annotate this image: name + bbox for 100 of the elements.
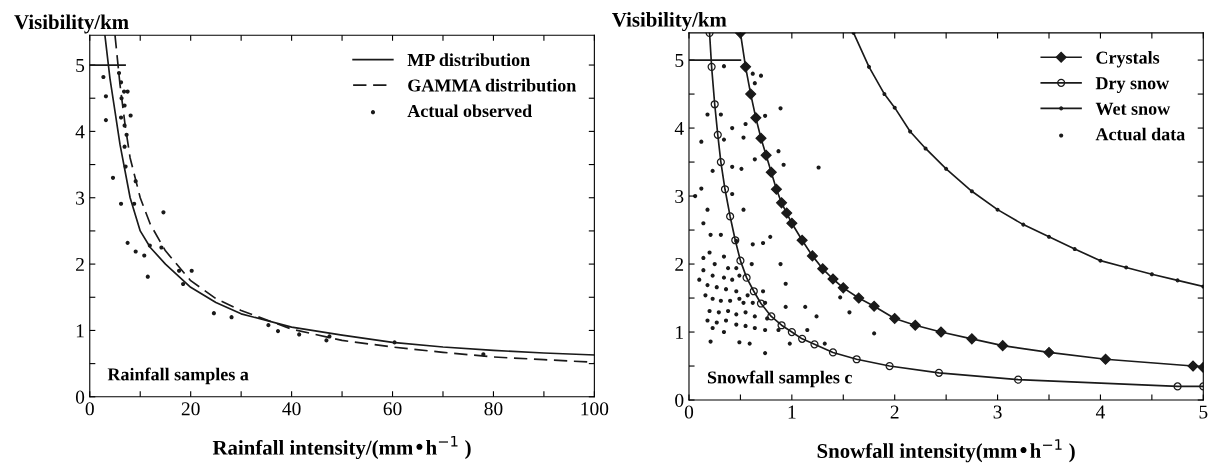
point	[944, 166, 949, 171]
point	[828, 348, 838, 357]
x-tick-label: 5	[1199, 405, 1208, 419]
x-tick-label: 0	[684, 405, 694, 419]
point	[118, 115, 124, 120]
x-tick-label: 4	[1095, 405, 1105, 419]
point	[995, 207, 1000, 212]
point	[796, 234, 808, 246]
line-series	[851, 32, 1204, 289]
point	[908, 129, 913, 134]
point	[997, 340, 1009, 352]
y-tick-label: 3	[675, 189, 684, 203]
y-tick-label: 0	[675, 393, 684, 407]
point	[1175, 278, 1180, 283]
point	[1100, 353, 1112, 365]
y-tick-label: 2	[76, 257, 84, 271]
point	[118, 201, 124, 206]
annotation: Rainfall samples a	[107, 367, 249, 385]
legend-label: Actual observed	[407, 104, 532, 118]
point	[798, 334, 807, 343]
x-tick-label: 100	[581, 402, 609, 416]
y-tick-label: 2	[675, 257, 684, 271]
point	[827, 273, 839, 285]
x-tick-label: 60	[383, 402, 402, 416]
point	[726, 212, 735, 221]
point	[806, 250, 818, 262]
point	[1014, 375, 1023, 384]
point	[740, 61, 752, 73]
y-tick-label: 1	[76, 324, 84, 338]
y-tick-label: 4	[674, 122, 684, 135]
point	[760, 149, 772, 161]
point	[125, 240, 130, 245]
point	[181, 281, 186, 287]
x-axis-title: Rainfall intensity/(mm•h$^{−1}$ )	[212, 435, 471, 460]
point	[781, 207, 793, 219]
point	[1124, 265, 1129, 270]
point	[1046, 234, 1052, 239]
point	[750, 112, 762, 124]
point	[810, 340, 819, 349]
point	[756, 299, 766, 308]
point	[713, 130, 722, 139]
legend-label: MP distribution	[407, 53, 530, 67]
legend-label: Dry snow	[1095, 77, 1170, 94]
point	[837, 282, 849, 294]
point	[755, 132, 767, 144]
point	[966, 333, 978, 345]
point	[742, 273, 751, 282]
point	[266, 323, 271, 328]
point	[935, 326, 947, 338]
x-tick-label: 40	[282, 402, 301, 416]
point	[189, 268, 194, 273]
point	[1021, 222, 1026, 227]
point	[121, 89, 127, 94]
y-tick-label: 3	[76, 191, 85, 205]
legend-label: Crystals	[1096, 51, 1160, 68]
legend-label: GAMMA distribution	[408, 78, 577, 92]
point	[145, 274, 150, 279]
point	[909, 319, 921, 331]
point	[868, 300, 880, 312]
y-tick-label: 0	[75, 390, 85, 404]
x-tick-label: 2	[890, 405, 899, 419]
point	[892, 105, 897, 110]
x-tick-label: 0	[85, 402, 94, 416]
point	[749, 287, 758, 296]
point	[720, 185, 730, 194]
point	[866, 64, 872, 69]
point	[110, 175, 116, 180]
x-tick-label: 3	[993, 405, 1002, 419]
point	[297, 332, 302, 337]
point	[1173, 382, 1182, 391]
legend-label: Wet snow	[1095, 102, 1171, 115]
point	[885, 361, 894, 371]
point	[817, 263, 829, 275]
point	[1043, 346, 1055, 358]
point	[710, 100, 719, 109]
point	[275, 329, 281, 334]
point	[777, 321, 786, 330]
point	[770, 183, 782, 195]
y-axis-title: Visibility/km	[14, 14, 129, 34]
point	[765, 166, 777, 178]
point	[229, 315, 234, 320]
point	[934, 368, 944, 377]
point	[776, 197, 788, 209]
point	[889, 312, 901, 324]
point	[101, 74, 106, 80]
point	[1187, 360, 1199, 372]
x-tick-label: 80	[484, 402, 503, 416]
y-tick-label: 5	[675, 54, 684, 68]
point	[716, 157, 725, 167]
point	[1072, 247, 1077, 252]
point	[969, 189, 974, 194]
point	[736, 256, 745, 265]
point	[176, 268, 182, 273]
annotation: Snowfall samples c	[707, 370, 852, 388]
point	[882, 92, 887, 97]
point	[745, 88, 757, 100]
point	[787, 327, 796, 337]
point	[1149, 272, 1154, 277]
point	[767, 312, 776, 321]
point	[923, 146, 928, 151]
